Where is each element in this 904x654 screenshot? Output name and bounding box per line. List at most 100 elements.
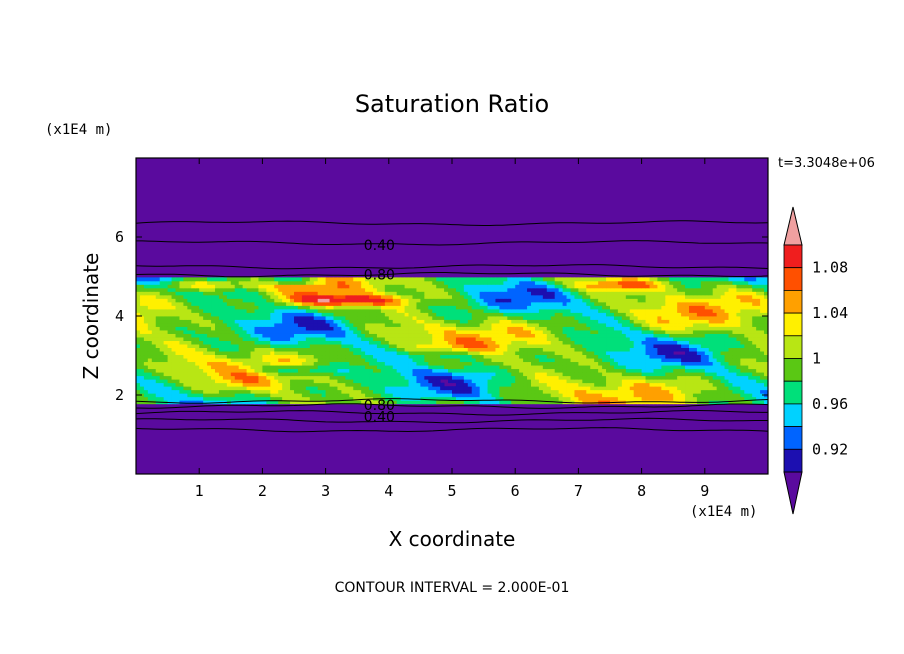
field-cell <box>309 316 315 320</box>
field-cell <box>752 372 757 377</box>
field-cell <box>641 316 646 320</box>
field-cell <box>716 319 721 324</box>
field-cell <box>440 340 445 345</box>
field-cell <box>534 319 540 324</box>
field-cell <box>325 312 330 317</box>
field-cell <box>527 319 532 324</box>
field-cell <box>436 375 441 380</box>
field-cell <box>226 365 232 370</box>
field-cell <box>262 358 267 363</box>
field-cell <box>590 400 595 405</box>
field-cell <box>139 347 145 352</box>
field-cell <box>151 354 157 359</box>
field-cell <box>621 326 627 331</box>
field-cell <box>238 305 244 310</box>
field-cell <box>163 298 168 303</box>
field-cell <box>369 330 374 334</box>
field-cell <box>507 326 512 331</box>
field-cell <box>159 386 165 391</box>
field-cell <box>230 316 236 320</box>
field-cell <box>404 316 409 320</box>
field-cell <box>661 337 666 341</box>
field-cell <box>207 308 212 313</box>
field-cell <box>700 312 706 317</box>
field-cell <box>519 316 524 320</box>
field-cell <box>590 337 595 341</box>
field-cell <box>365 319 370 324</box>
field-cell <box>467 305 473 310</box>
field-cell <box>270 319 275 324</box>
field-cell <box>254 368 259 373</box>
field-cell <box>455 333 461 338</box>
field-cell <box>467 294 473 299</box>
field-cell <box>507 294 512 299</box>
field-cell <box>175 351 180 356</box>
field-cell <box>432 396 437 401</box>
field-cell <box>222 308 228 313</box>
field-cell <box>246 351 251 356</box>
field-cell <box>629 333 635 338</box>
field-cell <box>673 330 678 334</box>
field-cell <box>159 301 165 306</box>
field-cell <box>523 294 528 299</box>
field-cell <box>562 301 567 306</box>
field-cell <box>483 344 488 348</box>
field-cell <box>633 344 639 348</box>
field-cell <box>633 372 639 377</box>
field-cell <box>538 351 544 356</box>
field-cell <box>720 294 725 299</box>
field-cell <box>199 319 204 324</box>
field-cell <box>748 354 753 359</box>
field-cell <box>582 301 587 306</box>
field-cell <box>724 361 729 366</box>
field-cell <box>621 396 627 401</box>
field-cell <box>151 358 157 363</box>
field-cell <box>309 347 315 352</box>
field-cell <box>637 354 642 359</box>
field-cell <box>657 382 662 387</box>
field-cell <box>329 396 334 401</box>
field-cell <box>483 382 488 387</box>
field-cell <box>345 351 350 356</box>
field-cell <box>570 308 575 313</box>
field-cell <box>242 396 247 401</box>
field-cell <box>392 358 398 363</box>
field-cell <box>448 308 453 313</box>
field-cell <box>436 316 441 320</box>
field-cell <box>376 316 382 320</box>
field-cell <box>475 323 481 327</box>
field-cell <box>290 294 295 299</box>
field-cell <box>143 323 149 327</box>
field-cell <box>376 298 382 303</box>
field-cell <box>147 308 153 313</box>
field-cell <box>716 312 721 317</box>
field-cell <box>495 351 500 356</box>
field-cell <box>254 337 259 341</box>
field-cell <box>748 368 753 373</box>
field-cell <box>361 294 366 299</box>
field-cell <box>527 333 532 338</box>
field-cell <box>215 386 220 391</box>
field-cell <box>341 368 346 373</box>
field-cell <box>487 351 492 356</box>
field-cell <box>250 389 255 394</box>
field-cell <box>665 337 670 341</box>
field-cell <box>467 368 473 373</box>
field-cell <box>610 393 615 398</box>
field-cell <box>570 368 575 373</box>
field-cell <box>171 333 176 338</box>
field-cell <box>274 316 279 320</box>
field-cell <box>222 368 228 373</box>
field-cell <box>653 301 658 306</box>
field-cell <box>574 301 579 306</box>
field-cell <box>234 389 240 394</box>
field-cell <box>756 400 761 405</box>
field-cell <box>230 368 236 373</box>
field-cell <box>163 330 168 334</box>
field-cell <box>286 382 291 387</box>
field-cell <box>756 333 761 338</box>
field-cell <box>629 379 635 384</box>
field-cell <box>471 400 477 405</box>
field-cell <box>384 301 390 306</box>
field-cell <box>760 361 765 366</box>
